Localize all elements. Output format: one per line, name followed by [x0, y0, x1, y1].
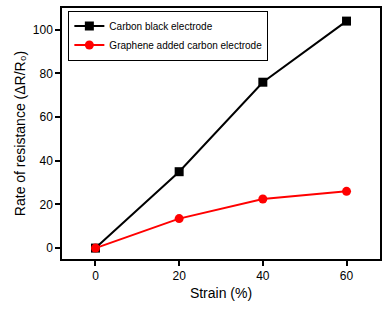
svg-text:20: 20	[39, 198, 53, 212]
svg-text:80: 80	[39, 67, 53, 81]
svg-text:60: 60	[340, 269, 354, 283]
svg-text:Carbon black electrode: Carbon black electrode	[109, 21, 212, 32]
svg-text:20: 20	[172, 269, 186, 283]
svg-text:0: 0	[46, 241, 53, 255]
svg-text:60: 60	[39, 110, 53, 124]
svg-text:40: 40	[39, 154, 53, 168]
svg-text:0: 0	[92, 269, 99, 283]
svg-text:100: 100	[33, 23, 53, 37]
svg-text:Strain (%): Strain (%)	[190, 285, 252, 301]
svg-text:40: 40	[256, 269, 270, 283]
svg-text:Graphene added carbon electrod: Graphene added carbon electrode	[109, 40, 262, 51]
svg-text:Rate of resistance (ΔR/R₀): Rate of resistance (ΔR/R₀)	[12, 51, 28, 216]
